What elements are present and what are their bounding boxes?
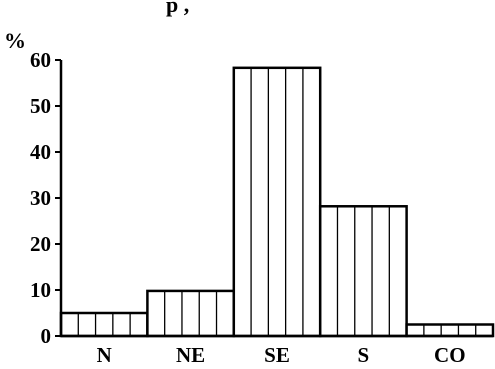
x-category-label: NE (176, 343, 205, 367)
y-tick-label: 30 (30, 186, 51, 210)
y-tick-label: 0 (41, 324, 52, 348)
bar-s (318, 205, 408, 338)
x-axis-labels: N NE SE S CO (97, 343, 466, 367)
y-tick-label: 50 (30, 94, 51, 118)
bar-n (59, 311, 149, 338)
x-category-label: N (97, 343, 112, 367)
y-axis-unit-label: % (4, 28, 26, 53)
y-tick-label: 40 (30, 140, 51, 164)
bar-rect (147, 290, 234, 336)
bar-rect (406, 324, 493, 336)
bar-co (405, 323, 495, 338)
bar-ne (146, 289, 236, 338)
bar-rect (61, 313, 148, 336)
y-tick-label: 60 (30, 48, 51, 72)
bars (59, 66, 495, 338)
chart-title-fragment: p , (166, 0, 189, 17)
y-tick-label: 20 (30, 232, 51, 256)
x-category-label: S (358, 343, 370, 367)
y-axis-ticks: 0 10 20 30 40 50 60 (30, 48, 61, 348)
y-tick-label: 10 (30, 278, 51, 302)
x-category-label: SE (264, 343, 290, 367)
x-category-label: CO (434, 343, 466, 367)
bar-se (232, 66, 322, 338)
bar-rect (320, 206, 407, 336)
bar-rect (233, 67, 321, 336)
